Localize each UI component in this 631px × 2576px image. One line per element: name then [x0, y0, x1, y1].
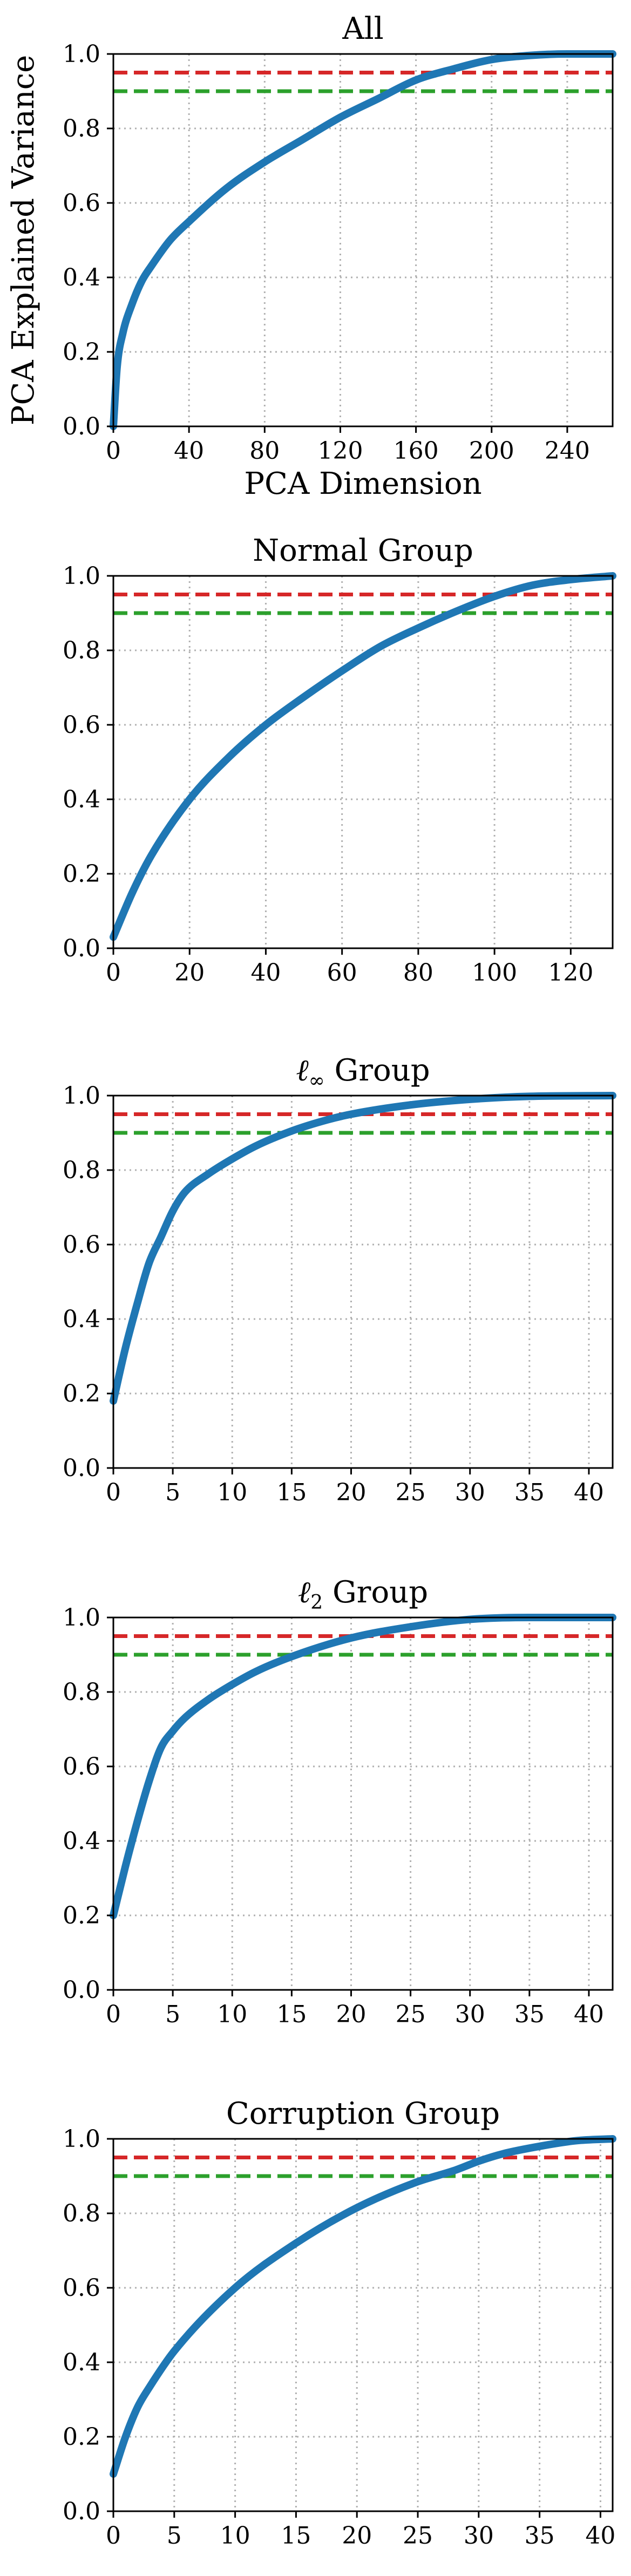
chart-panel-4: 0 5 10 15 20 25 30 35 40 0.0 0.2 0.4 0.6 0.8 1.0 ℓ2 Gro…: [63, 1575, 616, 2028]
x-tick-label: 20: [174, 959, 205, 987]
y-tick-label: 0.2: [63, 860, 100, 888]
y-tick-label: 0.2: [63, 338, 100, 366]
x-tick-label: 10: [217, 1479, 247, 1506]
y-tick-label: 1.0: [63, 1604, 100, 1632]
x-tick-label: 160: [393, 437, 439, 465]
x-tick-label: 30: [455, 1479, 485, 1506]
chart-panel-5: 0 5 10 15 20 25 30 35 40 0.0 0.2 0.4 0.6 0.8 1.0 Corrup…: [63, 2096, 616, 2550]
y-tick-label: 0.6: [63, 2274, 100, 2302]
x-tick-label: 5: [165, 1479, 180, 1506]
y-tick-label: 0.6: [63, 1231, 100, 1259]
x-tick-label: 25: [403, 2522, 433, 2550]
x-tick-label: 100: [472, 959, 517, 987]
x-tick-label: 80: [403, 959, 433, 987]
y-tick-label: 0.8: [63, 637, 100, 664]
axes-frame: [112, 1616, 614, 1991]
y-tick-label: 0.8: [63, 2200, 100, 2227]
x-axis-label: PCA Dimension: [244, 466, 481, 501]
chart-title: ℓ2 Group: [298, 1575, 428, 1614]
y-tick-label: 0.6: [63, 1753, 100, 1780]
x-tick-label: 10: [217, 2001, 247, 2028]
y-tick-label: 0.8: [63, 115, 100, 142]
y-tick-label: 1.0: [63, 562, 100, 590]
x-tick-label: 35: [514, 1479, 545, 1506]
x-tick-label: 5: [165, 2001, 180, 2028]
x-tick-label: 200: [469, 437, 514, 465]
y-tick-label: 1.0: [63, 40, 100, 68]
y-tick-label: 0.4: [63, 1306, 100, 1333]
x-tick-label: 0: [106, 959, 121, 987]
x-tick-label: 120: [548, 959, 593, 987]
chart-title: Normal Group: [253, 533, 473, 568]
chart-panel-3: 0 5 10 15 20 25 30 35 40 0.0 0.2 0.4 0.6 0.8 1.0 ℓ∞ Gro…: [63, 1053, 616, 1506]
axes-frame: [112, 575, 614, 949]
explained-variance-curve: [110, 572, 616, 941]
x-tick-label: 10: [220, 2522, 250, 2550]
x-tick-label: 35: [514, 2001, 545, 2028]
explained-variance-curve: [110, 1613, 616, 1919]
x-tick-label: 15: [276, 2001, 307, 2028]
x-tick-label: 25: [396, 1479, 426, 1506]
x-tick-label: 40: [574, 1479, 604, 1506]
x-tick-label: 35: [525, 2522, 555, 2550]
y-tick-label: 1.0: [63, 1082, 100, 1110]
axes-frame: [112, 1095, 614, 1469]
axes-frame: [112, 2138, 614, 2512]
y-tick-label: 0.6: [63, 189, 100, 217]
chart-panel-1: 0 40 80 120 160 200 240 0.0 0.2 0.4 0.6 0.8 1.0 All PC…: [6, 11, 616, 501]
chart-title: All: [342, 11, 383, 46]
y-tick-label: 0.0: [63, 935, 100, 962]
x-tick-label: 5: [167, 2522, 182, 2550]
x-tick-label: 0: [106, 437, 121, 465]
explained-variance-curve: [110, 2135, 616, 2478]
y-axis-label: PCA Explained Variance: [6, 55, 41, 425]
chart-panel-2: 0 20 40 60 80 100 120 0.0 0.2 0.4 0.6 0.8 1.0 Normal …: [63, 533, 616, 987]
x-tick-label: 0: [106, 1479, 121, 1506]
x-tick-label: 20: [336, 2001, 366, 2028]
x-tick-label: 20: [342, 2522, 372, 2550]
explained-variance-curve: [110, 50, 616, 430]
y-tick-label: 0.2: [63, 1902, 100, 1929]
x-tick-label: 40: [174, 437, 204, 465]
y-tick-label: 0.0: [63, 2498, 100, 2525]
y-tick-label: 0.4: [63, 2349, 100, 2376]
x-tick-label: 40: [574, 2001, 604, 2028]
y-tick-label: 0.0: [63, 1976, 100, 2004]
axes-frame: [112, 53, 614, 427]
y-tick-label: 0.4: [63, 1827, 100, 1855]
x-tick-label: 15: [276, 1479, 307, 1506]
x-tick-label: 15: [281, 2522, 311, 2550]
x-tick-label: 30: [464, 2522, 494, 2550]
x-tick-label: 40: [585, 2522, 615, 2550]
y-tick-label: 0.4: [63, 786, 100, 813]
y-tick-label: 0.8: [63, 1678, 100, 1706]
x-tick-label: 0: [106, 2001, 121, 2028]
x-tick-label: 80: [249, 437, 280, 465]
y-tick-label: 0.4: [63, 264, 100, 291]
x-tick-label: 60: [327, 959, 357, 987]
y-tick-label: 0.8: [63, 1157, 100, 1184]
x-tick-label: 0: [106, 2522, 121, 2550]
x-tick-label: 30: [455, 2001, 485, 2028]
y-tick-label: 0.0: [63, 413, 100, 440]
x-tick-label: 240: [545, 437, 590, 465]
y-tick-label: 1.0: [63, 2125, 100, 2153]
x-tick-label: 120: [317, 437, 363, 465]
explained-variance-curve: [110, 1092, 616, 1405]
y-tick-label: 0.6: [63, 711, 100, 739]
x-tick-label: 25: [396, 2001, 426, 2028]
chart-title: ℓ∞ Group: [296, 1053, 430, 1092]
y-tick-label: 0.2: [63, 1380, 100, 1408]
chart-title: Corruption Group: [226, 2096, 500, 2131]
x-tick-label: 20: [336, 1479, 366, 1506]
y-tick-label: 0.0: [63, 1454, 100, 1482]
y-tick-label: 0.2: [63, 2423, 100, 2451]
x-tick-label: 40: [250, 959, 281, 987]
